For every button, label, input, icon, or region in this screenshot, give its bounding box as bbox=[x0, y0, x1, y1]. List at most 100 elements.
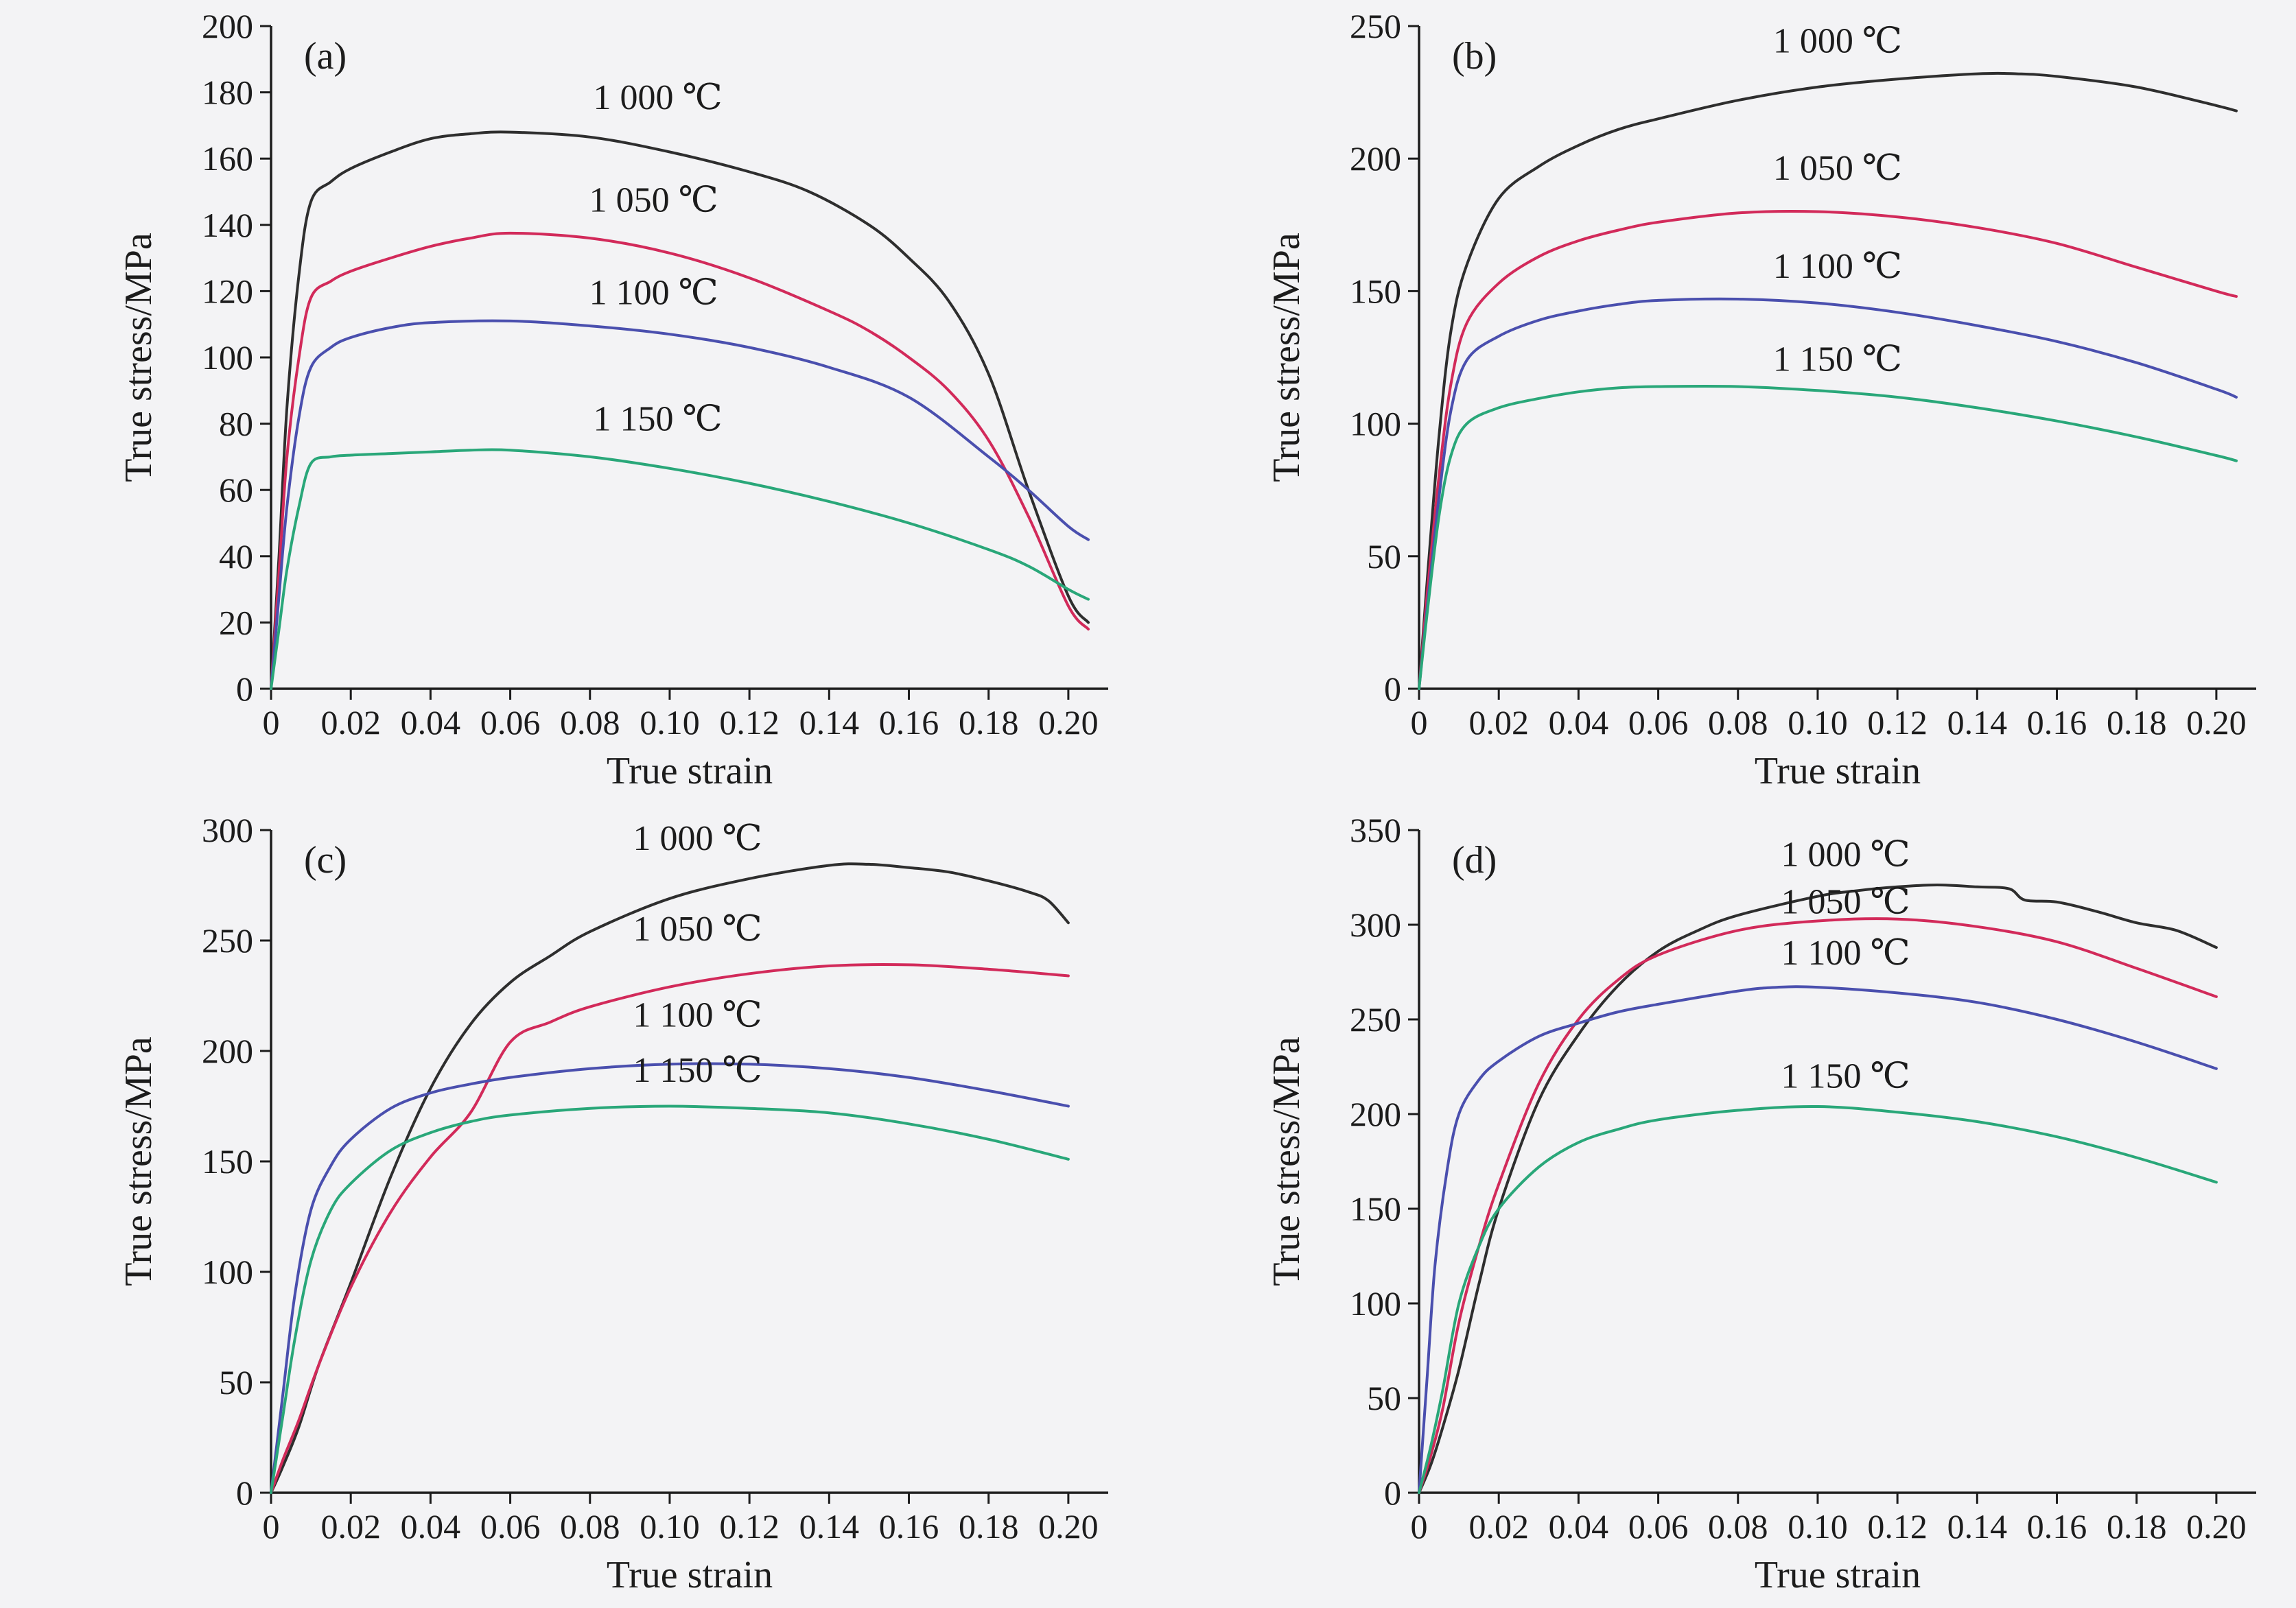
series-label-1000: 1 000 ℃ bbox=[633, 819, 762, 858]
y-tick-label: 160 bbox=[202, 139, 253, 178]
x-tick-label: 0.18 bbox=[2107, 1507, 2167, 1546]
y-tick-label: 250 bbox=[1350, 7, 1401, 45]
series-line-1150 bbox=[1418, 384, 2238, 690]
series-label-1150: 1 150 ℃ bbox=[633, 1051, 762, 1090]
y-tick-label: 200 bbox=[1350, 1095, 1401, 1133]
x-tick-label: 0.10 bbox=[640, 1507, 700, 1546]
chart-svg-d: 0 0.02 0.04 0.06 0.08 0.10 0.12 0.14 0.16 0.18 0.2… bbox=[1265, 811, 2256, 1596]
chart-panel-a: 0 0.02 0.04 0.06 0.08 0.10 0.12 0.14 0.16 0.18 0.2… bbox=[0, 0, 1148, 804]
x-tick-label: 0.12 bbox=[1867, 703, 1928, 742]
x-tick-label: 0.12 bbox=[719, 1507, 780, 1546]
x-tick-label: 0.02 bbox=[320, 703, 381, 742]
y-tick-label: 0 bbox=[236, 1474, 253, 1512]
x-axis-title: True strain bbox=[607, 1554, 773, 1596]
x-axis-title: True strain bbox=[1755, 1554, 1921, 1596]
chart-panel-d: 0 0.02 0.04 0.06 0.08 0.10 0.12 0.14 0.16 0.18 0.2… bbox=[1148, 804, 2296, 1608]
series-line-1150 bbox=[270, 448, 1090, 690]
x-tick-label: 0.06 bbox=[1628, 1507, 1689, 1546]
y-tick-label: 120 bbox=[202, 272, 253, 310]
x-tick-label: 0.16 bbox=[879, 703, 939, 742]
y-tick-label: 0 bbox=[1384, 670, 1401, 708]
x-tick-label: 0.04 bbox=[1549, 703, 1609, 742]
x-tick-label: 0.10 bbox=[1788, 703, 1848, 742]
chart-svg-b: 0 0.02 0.04 0.06 0.08 0.10 0.12 0.14 0.16 0.18 0.2… bbox=[1265, 7, 2256, 792]
x-tick-label: 0.02 bbox=[320, 1507, 381, 1546]
x-tick-label: 0 bbox=[1411, 703, 1428, 742]
x-tick-label: 0.08 bbox=[560, 1507, 620, 1546]
x-axis-title: True strain bbox=[1755, 750, 1921, 792]
x-tick-label: 0.16 bbox=[879, 1507, 939, 1546]
y-tick-label: 200 bbox=[202, 1032, 253, 1070]
panel-letter: (b) bbox=[1452, 35, 1497, 78]
x-tick-label: 0.02 bbox=[1468, 703, 1529, 742]
y-tick-label: 150 bbox=[202, 1142, 253, 1181]
y-tick-label: 200 bbox=[1350, 139, 1401, 178]
y-axis-title: True stress/MPa bbox=[117, 1037, 160, 1286]
series-line-1050 bbox=[1418, 209, 2238, 690]
x-tick-label: 0.20 bbox=[1038, 1507, 1099, 1546]
x-tick-label: 0.14 bbox=[1947, 703, 2008, 742]
y-tick-label: 0 bbox=[236, 670, 253, 708]
x-tick-label: 0.04 bbox=[401, 1507, 461, 1546]
chart-svg-a: 0 0.02 0.04 0.06 0.08 0.10 0.12 0.14 0.16 0.18 0.2… bbox=[117, 7, 1108, 792]
series-line-1050 bbox=[1418, 917, 2218, 1494]
series-line-1150 bbox=[1418, 1104, 2218, 1494]
x-tick-label: 0.20 bbox=[1038, 703, 1099, 742]
series-line-1000 bbox=[270, 130, 1090, 690]
x-tick-label: 0.20 bbox=[2186, 1507, 2247, 1546]
y-tick-label: 140 bbox=[202, 206, 253, 244]
x-tick-label: 0.14 bbox=[1947, 1507, 2008, 1546]
y-tick-label: 50 bbox=[1367, 1379, 1401, 1417]
x-tick-label: 0.08 bbox=[1708, 1507, 1768, 1546]
x-tick-label: 0.08 bbox=[560, 703, 620, 742]
x-tick-label: 0.06 bbox=[1628, 703, 1689, 742]
x-tick-label: 0.14 bbox=[799, 703, 860, 742]
y-tick-label: 100 bbox=[202, 1253, 253, 1291]
series-label-1050: 1 050 ℃ bbox=[633, 910, 762, 949]
y-tick-label: 20 bbox=[219, 603, 253, 641]
series-line-1000 bbox=[1418, 884, 2218, 1494]
panel-letter: (a) bbox=[304, 35, 347, 78]
y-tick-label: 350 bbox=[1350, 811, 1401, 849]
series-label-1050: 1 050 ℃ bbox=[1773, 149, 1902, 188]
series-label-1000: 1 000 ℃ bbox=[593, 78, 722, 117]
y-axis-title: True stress/MPa bbox=[1265, 233, 1308, 482]
y-axis-title: True stress/MPa bbox=[117, 233, 160, 482]
series-line-1100 bbox=[270, 319, 1090, 690]
y-tick-label: 300 bbox=[1350, 906, 1401, 944]
series-line-1100 bbox=[1418, 985, 2218, 1494]
series-line-1050 bbox=[270, 231, 1090, 690]
y-tick-label: 250 bbox=[1350, 1000, 1401, 1039]
y-tick-label: 250 bbox=[202, 921, 253, 960]
x-tick-label: 0.20 bbox=[2186, 703, 2247, 742]
series-line-1050 bbox=[270, 962, 1070, 1494]
x-tick-label: 0.16 bbox=[2027, 1507, 2087, 1546]
chart-svg-c: 0 0.02 0.04 0.06 0.08 0.10 0.12 0.14 0.16 0.18 0.2… bbox=[117, 811, 1108, 1596]
y-tick-label: 100 bbox=[1350, 1284, 1401, 1323]
series-line-1150 bbox=[270, 1104, 1070, 1494]
y-tick-label: 200 bbox=[202, 7, 253, 45]
y-tick-label: 40 bbox=[219, 537, 253, 576]
x-tick-label: 0.12 bbox=[1867, 1507, 1928, 1546]
panel-letter: (d) bbox=[1452, 839, 1497, 882]
series-label-1000: 1 000 ℃ bbox=[1781, 835, 1910, 874]
x-tick-label: 0 bbox=[263, 1507, 280, 1546]
x-tick-label: 0.02 bbox=[1468, 1507, 1529, 1546]
x-tick-label: 0.16 bbox=[2027, 703, 2087, 742]
x-tick-label: 0.10 bbox=[640, 703, 700, 742]
x-tick-label: 0.06 bbox=[480, 703, 541, 742]
y-tick-label: 150 bbox=[1350, 1190, 1401, 1228]
x-tick-label: 0.18 bbox=[959, 1507, 1019, 1546]
x-tick-label: 0.04 bbox=[401, 703, 461, 742]
series-label-1100: 1 100 ℃ bbox=[589, 274, 718, 313]
y-tick-label: 100 bbox=[202, 338, 253, 377]
y-axis-title: True stress/MPa bbox=[1265, 1037, 1308, 1286]
x-tick-label: 0.18 bbox=[959, 703, 1019, 742]
series-line-1000 bbox=[1418, 71, 2238, 690]
series-label-1050: 1 050 ℃ bbox=[589, 180, 718, 220]
x-tick-label: 0 bbox=[1411, 1507, 1428, 1546]
series-line-1100 bbox=[1418, 297, 2238, 690]
x-tick-label: 0.04 bbox=[1549, 1507, 1609, 1546]
x-tick-label: 0.08 bbox=[1708, 703, 1768, 742]
